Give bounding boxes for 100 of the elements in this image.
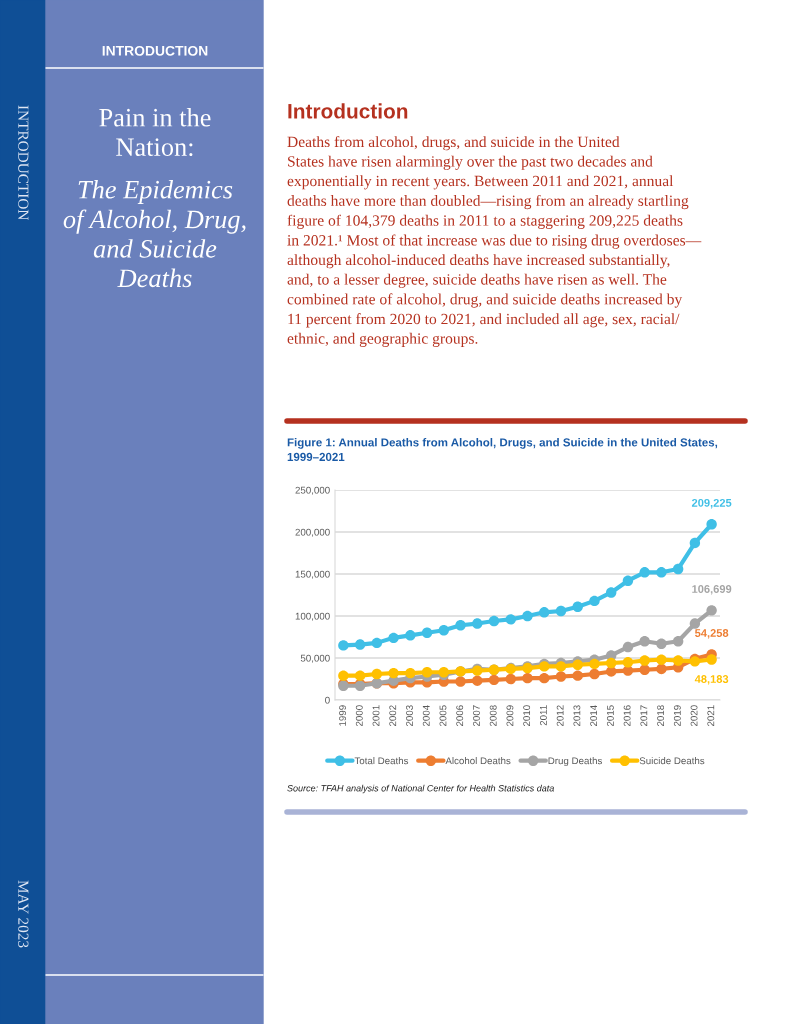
x-tick-label: 2018 [657, 705, 665, 726]
x-tick-label: 2005 [439, 705, 447, 726]
data-label: 209,225 [691, 498, 732, 509]
point [338, 670, 349, 681]
x-tick-label: 2001 [372, 705, 380, 726]
x-tick-label: 2009 [506, 705, 514, 726]
x-tick-label: 2015 [606, 705, 614, 726]
point [405, 630, 416, 641]
point [488, 615, 500, 627]
x-tick-label: 2002 [389, 705, 397, 726]
data-label: 48,183 [694, 675, 729, 685]
x-tick-label: 2000 [355, 705, 363, 726]
point [555, 661, 567, 672]
x-tick-label: 2020 [690, 705, 698, 726]
text: Pain in the Nation: [99, 108, 211, 157]
y-tick-label: 200,000 [295, 528, 330, 537]
point [522, 672, 533, 684]
text: MAY 2023 [18, 880, 29, 948]
point [672, 563, 684, 575]
text: Deaths from alcohol, drugs, and suicide in the United States have risen alarmingly over the past two decades and exponentially in recent years. Between 2011 and 2021, annual deaths have more than doubled—rising from an already startling figure of 104,379 deaths in 2011 to a staggering 209,225 deaths in 2021.¹ Most of that increase was due to rising drug overdoses— although alcohol-induced deaths have increased substantially, and, to a lesser degree, suicide deaths have risen as well. The combined rate of alcohol, drug, and suicide deaths increased by 11 percent from 2020 to 2021, and included all age, sex, racial/ ethnic, and geographic groups. [287, 136, 702, 347]
point [672, 635, 684, 647]
point [639, 635, 650, 647]
text: INTRODUCTION [18, 105, 29, 221]
point [438, 625, 450, 636]
point [505, 614, 516, 625]
x-tick-label: 2019 [673, 705, 681, 726]
x-tick-label: 2008 [489, 705, 497, 726]
point [455, 676, 466, 687]
point [689, 618, 701, 629]
point [706, 605, 717, 616]
x-tick-label: 1999 [339, 705, 346, 726]
x-tick-label: 2007 [473, 705, 480, 726]
point [589, 658, 600, 670]
point [421, 667, 433, 678]
point [522, 610, 533, 622]
x-tick-label: 2004 [422, 705, 430, 726]
point [622, 575, 634, 586]
point [605, 587, 617, 598]
point [371, 637, 383, 649]
y-tick-label: 100,000 [295, 612, 330, 621]
legend-label: Total Deaths [354, 757, 409, 765]
y-tick-label: 250,000 [295, 486, 330, 495]
data-label: 54,258 [694, 629, 729, 639]
point [388, 667, 399, 679]
point [388, 632, 399, 644]
point [505, 673, 516, 685]
y-tick-label: 0 [325, 696, 330, 704]
text: The Epidemics of Alcohol, Drug, and Suicide Deaths [63, 180, 246, 288]
point [472, 675, 483, 686]
point [488, 674, 500, 686]
point [539, 672, 550, 684]
text: Introduction [288, 103, 408, 119]
x-tick-label: 2010 [523, 705, 531, 726]
x-tick-label: 2012 [556, 705, 564, 726]
x-tick-label: 2021 [707, 705, 715, 726]
point [605, 657, 617, 669]
legend-label: Drug Deaths [548, 757, 602, 767]
point [405, 667, 416, 679]
point [639, 655, 650, 666]
point [338, 640, 349, 651]
point [371, 668, 383, 680]
point [539, 607, 550, 618]
point [622, 641, 634, 653]
y-tick-label: 50,000 [300, 654, 330, 663]
data-label: 106,699 [692, 585, 732, 595]
point [689, 537, 701, 549]
point [656, 638, 667, 649]
point [472, 618, 483, 629]
point [555, 605, 567, 617]
legend-label: Suicide Deaths [639, 757, 705, 765]
point [354, 670, 366, 681]
point [656, 663, 667, 675]
point [706, 519, 717, 530]
x-tick-label: 2013 [573, 705, 581, 726]
point [589, 595, 600, 607]
point [421, 627, 433, 639]
y-tick-label: 150,000 [295, 570, 330, 579]
point [656, 567, 667, 578]
source-note: Source: TFAH analysis of National Center for Health Statistics data [287, 784, 554, 794]
x-tick-label: 2003 [406, 705, 413, 726]
x-tick-label: 2017 [640, 705, 648, 726]
point [455, 620, 466, 631]
chart-title: Figure 1: Annual Deaths from Alcohol, Drugs, and Suicide in the United States, 1999–2021 [287, 438, 718, 462]
x-tick-label: 2006 [456, 705, 464, 726]
point [354, 639, 366, 650]
point [622, 656, 634, 668]
x-tick-label: 2014 [590, 705, 598, 726]
point [639, 567, 650, 578]
point [572, 601, 583, 612]
point [589, 668, 600, 680]
point [555, 671, 567, 682]
text: INTRODUCTION [102, 45, 208, 56]
point [656, 654, 667, 665]
point [706, 654, 717, 665]
legend-label: Alcohol Deaths [445, 757, 511, 765]
x-tick-label: 2011 [539, 705, 547, 726]
point [672, 655, 684, 666]
x-tick-label: 2016 [623, 705, 631, 726]
point [639, 664, 650, 675]
point [572, 670, 583, 681]
